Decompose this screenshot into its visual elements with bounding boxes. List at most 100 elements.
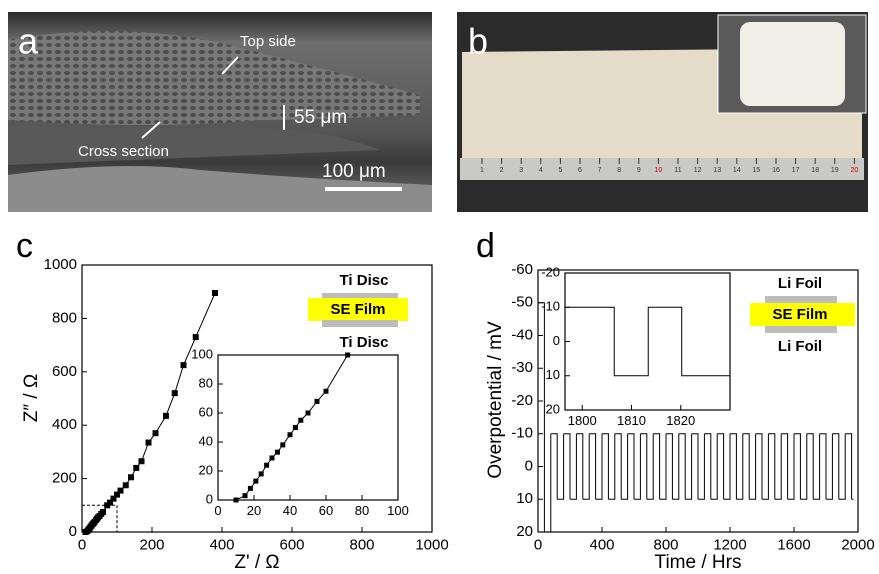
data-point xyxy=(123,482,129,488)
annotation: Top side xyxy=(240,33,296,50)
ruler-label: 3 xyxy=(519,167,523,174)
panel-label: d xyxy=(476,227,495,265)
y-tick-label: 20 xyxy=(516,523,533,540)
ruler-label: 19 xyxy=(831,167,839,174)
x-tick-label: 1800 xyxy=(568,413,597,428)
y-tick-label: -10 xyxy=(541,299,560,314)
y-tick-label: 80 xyxy=(199,375,213,390)
data-point xyxy=(212,290,218,296)
stack-label: Ti Disc xyxy=(340,334,389,351)
data-point xyxy=(275,450,280,455)
x-tick-label: 0 xyxy=(78,536,86,553)
y-tick-label: 800 xyxy=(52,309,77,326)
scale-label: 100 μm xyxy=(322,161,386,182)
y-tick-label: 20 xyxy=(199,462,213,477)
x-tick-label: 0 xyxy=(534,536,542,553)
x-tick-label: 80 xyxy=(355,503,369,518)
y-tick-label: -50 xyxy=(511,294,533,311)
y-tick-label: -60 xyxy=(511,261,533,278)
annotation: 55 μm xyxy=(294,107,347,128)
x-tick-label: 600 xyxy=(279,536,304,553)
data-point xyxy=(133,465,139,471)
data-point xyxy=(172,390,178,396)
stack-label: Li Foil xyxy=(778,338,822,355)
film-roll xyxy=(740,22,845,106)
panel-label: a xyxy=(18,21,39,62)
data-point xyxy=(306,411,311,416)
y-tick-label: -20 xyxy=(541,264,560,279)
data-point xyxy=(293,425,298,430)
annotation: Cross section xyxy=(78,143,169,160)
data-point xyxy=(128,474,134,480)
x-tick-label: 40 xyxy=(283,503,297,518)
data-point xyxy=(280,442,285,447)
stack-label: SE Film xyxy=(330,301,385,318)
panel-a: a Top side 55 μm Cross section 100 μm xyxy=(8,12,432,212)
y-tick-label: -30 xyxy=(511,359,533,376)
x-tick-label: 1810 xyxy=(617,413,646,428)
ruler-label: 7 xyxy=(598,167,602,174)
data-point xyxy=(270,455,275,460)
x-tick-label: 1820 xyxy=(666,413,695,428)
x-tick-label: 60 xyxy=(319,503,333,518)
ruler-label: 18 xyxy=(811,167,819,174)
ruler-label: 16 xyxy=(772,167,780,174)
data-point xyxy=(264,463,269,468)
ruler-label: 1 xyxy=(480,167,484,174)
data-point xyxy=(163,413,169,419)
y-tick-label: 10 xyxy=(546,367,560,382)
chart: 1800 1810 1820 -20 -10 0 10 20 xyxy=(541,264,730,428)
data-point xyxy=(259,471,264,476)
x-axis-label: Time / Hrs xyxy=(655,552,742,573)
data-point xyxy=(193,334,199,340)
y-tick-label: 600 xyxy=(52,363,77,380)
x-tick-label: 1600 xyxy=(777,536,810,553)
ruler-label: 6 xyxy=(578,167,582,174)
ruler-label: 20 xyxy=(851,167,859,174)
panel-label: b xyxy=(468,21,488,62)
x-tick-label: 2000 xyxy=(841,536,874,553)
disc xyxy=(322,320,398,327)
ruler-label: 4 xyxy=(539,167,543,174)
y-tick-label: 20 xyxy=(546,401,560,416)
plot-area xyxy=(218,355,398,500)
ruler-label: 13 xyxy=(713,167,721,174)
data-point xyxy=(146,440,152,446)
data-point xyxy=(298,418,303,423)
y-tick-label: 60 xyxy=(199,404,213,419)
charts: 0200400600800100002004006008001000Z' / Ω… xyxy=(21,256,875,573)
x-tick-label: 0 xyxy=(214,503,221,518)
y-axis-label: Overpotential / mV xyxy=(485,321,506,479)
data-point xyxy=(243,493,248,498)
data-point xyxy=(253,479,258,484)
y-tick-label: 10 xyxy=(516,490,533,507)
stack-label: Li Foil xyxy=(778,275,822,292)
foil xyxy=(765,296,837,303)
data-point xyxy=(181,362,187,368)
chart: 020406080100020406080100 xyxy=(191,346,409,518)
figure: a Top side 55 μm Cross section 100 μm b … xyxy=(0,0,879,574)
y-tick-label: 0 xyxy=(525,457,533,474)
y-tick-label: -40 xyxy=(511,326,533,343)
y-tick-label: 100 xyxy=(191,346,213,361)
y-tick-label: 400 xyxy=(52,416,77,433)
ruler-label: 17 xyxy=(792,167,800,174)
y-tick-label: -20 xyxy=(511,392,533,409)
ruler-label: 8 xyxy=(617,167,621,174)
ruler-label: 9 xyxy=(637,167,641,174)
stack-label: Ti Disc xyxy=(340,272,389,289)
x-tick-label: 1200 xyxy=(713,536,746,553)
ruler-label: 11 xyxy=(674,167,681,174)
y-tick-label: 1000 xyxy=(44,256,77,273)
x-tick-label: 200 xyxy=(139,536,164,553)
data-point xyxy=(118,488,124,494)
x-tick-label: 400 xyxy=(209,536,234,553)
data-point xyxy=(248,486,253,491)
stack-label: SE Film xyxy=(772,306,827,323)
y-tick-label: 0 xyxy=(553,333,560,348)
data-point xyxy=(288,432,293,437)
y-tick-label: 0 xyxy=(206,491,213,506)
data-point xyxy=(153,430,159,436)
data-point xyxy=(345,353,350,358)
